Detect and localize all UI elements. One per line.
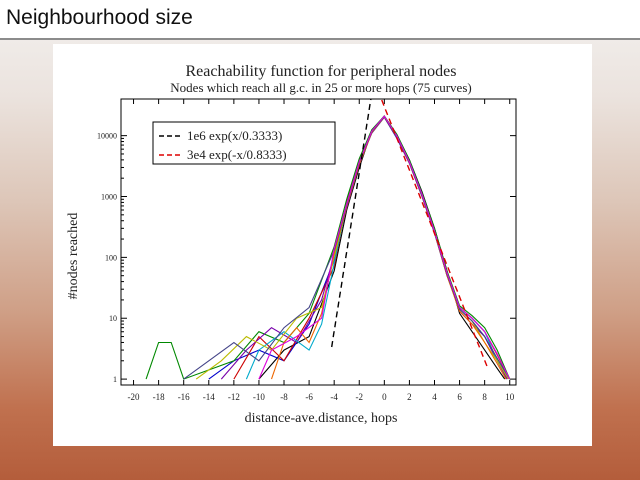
legend-label: 1e6 exp(x/0.3333) [187, 128, 282, 143]
x-tick-label: -18 [153, 392, 165, 402]
slide-title-bar: Neighbourhood size [0, 0, 640, 40]
x-tick-label: -4 [330, 392, 338, 402]
x-tick-label: -6 [305, 392, 313, 402]
x-tick-label: 0 [382, 392, 387, 402]
fit-line [331, 99, 372, 348]
y-axis-label: #nodes reached [66, 213, 81, 300]
x-tick-label: 2 [407, 392, 412, 402]
x-tick-label: -2 [356, 392, 364, 402]
legend-box [152, 121, 336, 165]
legend-label: 3e4 exp(-x/0.8333) [187, 147, 287, 162]
y-tick-label: 10 [109, 314, 117, 323]
reachability-chart: Reachability function for peripheral nod… [66, 63, 517, 426]
y-tick-label: 100 [105, 253, 117, 262]
plot-frame [120, 98, 517, 386]
x-tick-label: -8 [280, 392, 288, 402]
chart-legend: 1e6 exp(x/0.3333) 3e4 exp(-x/0.8333) [152, 121, 336, 165]
slide-title: Neighbourhood size [6, 6, 193, 29]
x-tick-label: 10 [505, 392, 515, 402]
chart-subtitle: Nodes which reach all g.c. in 25 or more… [170, 80, 471, 95]
x-tick-label: 8 [482, 392, 487, 402]
x-tick-label: 6 [457, 392, 462, 402]
y-tick-label: 10000 [97, 132, 117, 141]
x-tick-label: -12 [228, 392, 240, 402]
chart-title: Reachability function for peripheral nod… [185, 63, 456, 80]
x-tick-label: -20 [128, 392, 140, 402]
x-tick-label: -14 [203, 392, 215, 402]
series-line [258, 115, 511, 380]
chart-panel: Reachability function for peripheral nod… [53, 44, 592, 446]
x-axis-label: distance-ave.distance, hops [245, 411, 398, 426]
x-tick-label: 4 [432, 392, 437, 402]
x-tick-label: -16 [178, 392, 190, 402]
y-tick-label: 1000 [101, 193, 117, 202]
chart-marks: -20 -18 -16 -14 -12 -10 -8 -6 -4 -2 0 2 4 6 8 101101001… [97, 99, 516, 402]
y-tick-label: 1 [113, 375, 117, 384]
x-tick-label: -10 [253, 392, 265, 402]
